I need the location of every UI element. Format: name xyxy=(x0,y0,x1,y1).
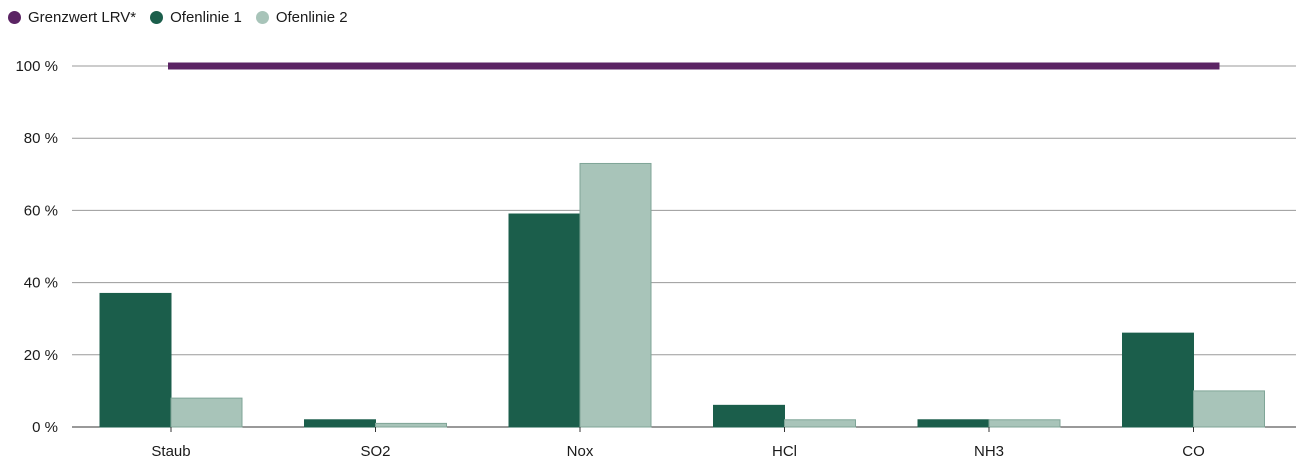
y-tick-label: 60 % xyxy=(24,202,58,219)
bar-1-nh3 xyxy=(917,419,990,428)
x-tick-label: Staub xyxy=(151,443,190,460)
y-tick-label: 80 % xyxy=(24,130,58,147)
y-tick-label: 40 % xyxy=(24,275,58,292)
bar-2-nox xyxy=(579,162,652,428)
bar-1-staub xyxy=(99,292,172,428)
x-tick-label: Nox xyxy=(567,443,594,460)
legend-item-series-1: Ofenlinie 1 xyxy=(150,9,242,26)
legend-label-threshold: Grenzwert LRV* xyxy=(28,9,137,26)
y-tick-label: 0 % xyxy=(32,419,58,436)
bar-2-so2 xyxy=(375,422,447,428)
bar-2-staub xyxy=(170,397,243,428)
bar-2-co xyxy=(1193,390,1265,428)
legend-swatch-series-1 xyxy=(150,11,164,24)
legend-item-series-2: Ofenlinie 2 xyxy=(255,9,348,26)
bar-2-hcl xyxy=(784,419,856,428)
bar-1-hcl xyxy=(713,404,785,428)
y-tick-label: 20 % xyxy=(24,347,58,364)
legend-swatch-series-2 xyxy=(255,11,269,24)
bar-1-nox xyxy=(508,213,581,428)
legend-label-series-1: Ofenlinie 1 xyxy=(170,9,242,26)
y-tick-label: 100 % xyxy=(15,58,58,75)
legend-swatch-threshold xyxy=(8,11,21,24)
chart-legend: Grenzwert LRV* Ofenlinie 1 Ofenlinie 2 xyxy=(8,9,362,26)
legend-item-threshold: Grenzwert LRV* xyxy=(8,9,136,26)
bar-1-so2 xyxy=(304,419,376,428)
bar-1-co xyxy=(1122,332,1194,428)
x-tick-label: CO xyxy=(1182,443,1205,460)
x-tick-label: NH3 xyxy=(974,443,1004,460)
bar-2-nh3 xyxy=(988,419,1061,428)
x-tick-label: SO2 xyxy=(360,443,390,460)
legend-label-series-2: Ofenlinie 2 xyxy=(275,9,348,26)
x-tick-label: HCl xyxy=(772,443,797,460)
